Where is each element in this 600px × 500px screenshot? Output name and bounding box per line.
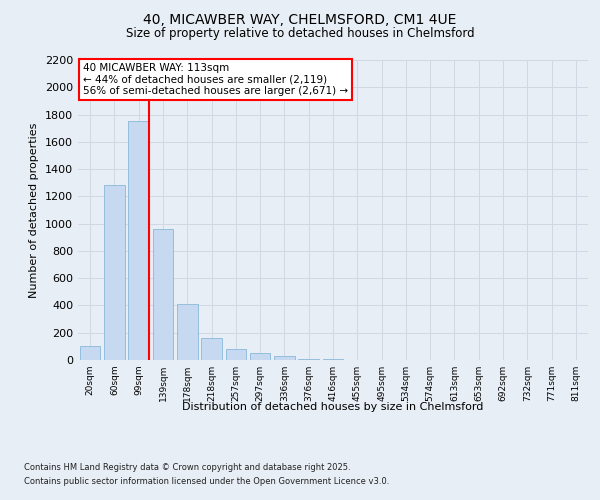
Bar xyxy=(298,358,319,360)
Bar xyxy=(177,304,197,360)
Bar xyxy=(250,353,271,360)
Bar xyxy=(152,229,173,360)
Text: Distribution of detached houses by size in Chelmsford: Distribution of detached houses by size … xyxy=(182,402,484,412)
Bar xyxy=(226,349,246,360)
Text: 40 MICAWBER WAY: 113sqm
← 44% of detached houses are smaller (2,119)
56% of semi: 40 MICAWBER WAY: 113sqm ← 44% of detache… xyxy=(83,63,348,96)
Bar xyxy=(274,356,295,360)
Text: 40, MICAWBER WAY, CHELMSFORD, CM1 4UE: 40, MICAWBER WAY, CHELMSFORD, CM1 4UE xyxy=(143,12,457,26)
Text: Contains public sector information licensed under the Open Government Licence v3: Contains public sector information licen… xyxy=(24,478,389,486)
Bar xyxy=(128,122,149,360)
Text: Size of property relative to detached houses in Chelmsford: Size of property relative to detached ho… xyxy=(125,28,475,40)
Bar xyxy=(201,338,222,360)
Text: Contains HM Land Registry data © Crown copyright and database right 2025.: Contains HM Land Registry data © Crown c… xyxy=(24,462,350,471)
Bar xyxy=(104,186,125,360)
Bar xyxy=(80,346,100,360)
Y-axis label: Number of detached properties: Number of detached properties xyxy=(29,122,40,298)
